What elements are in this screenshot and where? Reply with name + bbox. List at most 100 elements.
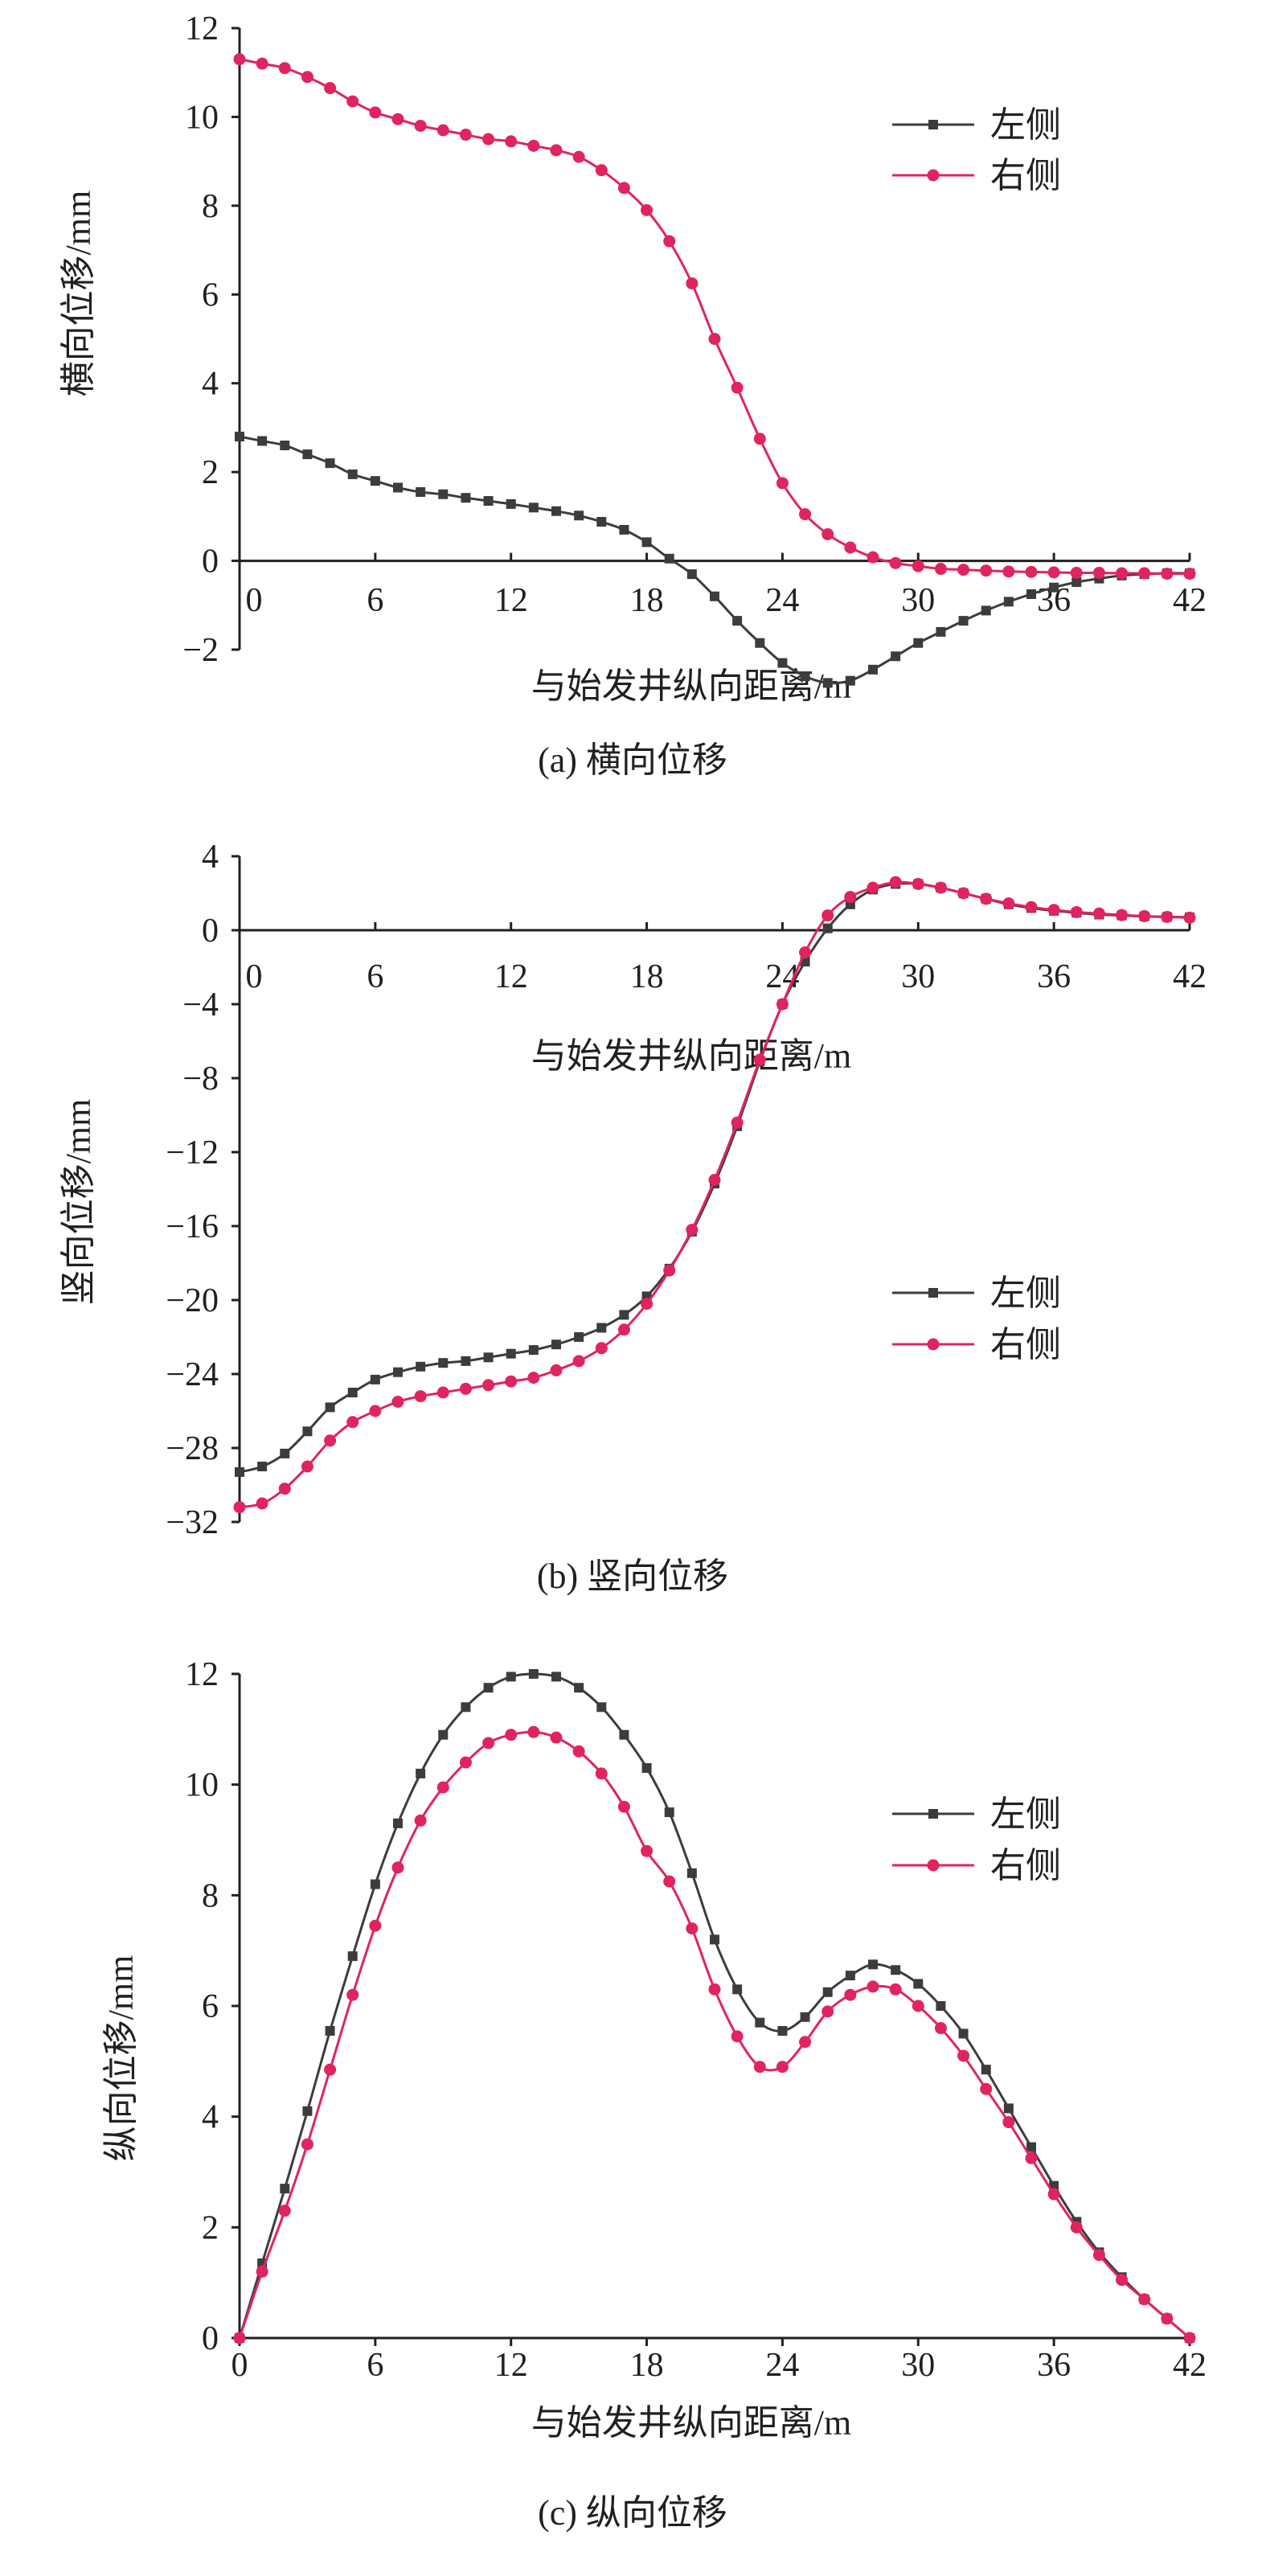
panel-c-series-left-point [755, 2017, 765, 2028]
panel-a-legend-right-label: 右侧 [990, 156, 1061, 195]
panel-a-series-left-point [280, 441, 290, 451]
panel-b-series-right-point [346, 1416, 359, 1429]
panel-a-x-tick-label: 18 [630, 582, 664, 619]
panel-b-series-left-point [257, 1462, 268, 1471]
panel-a-series-right-point [1002, 565, 1015, 578]
panel-a-series-left-point [958, 616, 969, 626]
panel-a-series-left-point [845, 675, 855, 686]
panel-a-legend-left-marker [928, 120, 938, 129]
panel-c-series-right-point [1161, 2312, 1174, 2325]
panel-a-y-tick-label: 0 [202, 544, 219, 580]
panel-a-series-left-point [235, 431, 244, 441]
panel-a-x-tick-label: 12 [494, 582, 528, 619]
panel-b-series-right-point [233, 1501, 246, 1514]
panel-a-y-tick-label: 8 [202, 188, 219, 225]
panel-b-x-tick-label: 18 [630, 958, 664, 995]
panel-a-series-right-point [1161, 568, 1174, 580]
panel-c-series-right-point [301, 2138, 313, 2151]
panel-c-y-tick-label: 0 [202, 2320, 219, 2357]
panel-b-series-left-point [551, 1339, 561, 1350]
panel-a-series-left-point [710, 591, 719, 601]
panel-a-series-left-point [686, 569, 697, 580]
panel-a-series-left-point [461, 493, 471, 503]
panel-c-series-right-point [957, 2049, 970, 2062]
panel-a-series-right-point [527, 139, 540, 152]
panel-a-legend: 左侧 右侧 [892, 105, 1061, 195]
panel-c-y-axis-title: 纵向位移/mm [101, 1955, 141, 2162]
panel-a-series-left-point [347, 469, 358, 479]
panel-c-series-right-point [482, 1737, 495, 1749]
panel-c-series-right-point [414, 1814, 427, 1827]
panel-c-series-left-point [325, 2025, 335, 2036]
panel-c-x-tick-label: 0 [231, 2347, 248, 2384]
panel-b-y-tick-label: −20 [166, 1282, 219, 1319]
panel-b-series-right-point [369, 1405, 382, 1417]
panel-c-legend-left-label: 左侧 [990, 1795, 1061, 1834]
panel-a-series-right-point [686, 277, 699, 289]
panel-b-y-tick-label: −12 [166, 1134, 219, 1171]
panel-a-series-left-point [528, 502, 539, 513]
panel-c-series-right-point [505, 1729, 518, 1741]
panel-b-y-tick-label: 0 [202, 913, 219, 950]
panel-b-legend: 左侧 右侧 [892, 1274, 1061, 1364]
panel-c-series-left-point [641, 1763, 652, 1774]
panel-a-series-right-point [346, 95, 359, 108]
panel-a-series-right-point [1070, 566, 1083, 579]
panel-b-legend-left-marker [928, 1288, 938, 1298]
panel-b-series-right-point [753, 1053, 766, 1066]
panel-c-x-tick-label: 18 [630, 2347, 664, 2384]
panel-c-series-left-point [302, 2106, 313, 2116]
panel-b-series-right-point [641, 1298, 653, 1311]
panel-c-series-left-point [777, 2025, 788, 2036]
panel-b-y-tick-label: −16 [166, 1208, 219, 1245]
panel-a-x-tick-label: 24 [765, 582, 799, 619]
panel-c-series-right-point [867, 1980, 879, 1993]
panel-a-y-tick-label: 10 [185, 99, 219, 136]
panel-c-legend: 左侧 右侧 [892, 1795, 1061, 1885]
panel-b-series-right-point [1183, 911, 1196, 924]
panel-a-series-right-point [912, 560, 924, 572]
panel-a-series-right-point [957, 564, 970, 576]
panel-a-series-right-point [1092, 566, 1105, 579]
panel-c-series-right-point [595, 1767, 608, 1780]
panel-a-x-tick-label: 6 [367, 582, 383, 619]
panel-b-series-right-point [505, 1375, 518, 1388]
panel-b-series-right-point [1047, 904, 1060, 917]
panel-a-y-tick-label: 6 [202, 277, 219, 314]
panel-a-series-left-point [664, 553, 674, 564]
panel-a-series-left-point [800, 671, 810, 682]
panel-b-series-right-point [912, 878, 924, 890]
panel-b-x-tick-label: 30 [901, 958, 935, 995]
panel-c-series-right-point [663, 1875, 676, 1888]
panel-b-legend-left-label: 左侧 [990, 1274, 1061, 1313]
panel-c-series-right-point [641, 1844, 653, 1857]
panel-c-series-right-point [980, 2082, 993, 2095]
panel-c-series-left-point [596, 1702, 607, 1713]
panel-c-series-right-point [731, 2030, 744, 2043]
panel-b-series-left-point [438, 1358, 449, 1368]
panel-c-series-right-point [1025, 2151, 1038, 2164]
panel-b-x-tick-label: 12 [494, 958, 528, 995]
panel-a-series-right-point [1138, 567, 1151, 580]
panel-a-x-tick-label: 0 [246, 582, 263, 619]
panel-c-series-right-point [324, 2063, 337, 2076]
panel-a-series-right-point [799, 508, 812, 521]
panel-c-series-right-point [1138, 2293, 1151, 2306]
panel-b-series-right-point [301, 1460, 313, 1473]
panel-b-y-tick-label: −8 [182, 1060, 219, 1097]
panel-c-series-right-point [617, 1800, 630, 1813]
panel-c-series-left-point [416, 1768, 426, 1778]
panel-b-series-right-point [934, 881, 947, 894]
panel-b-series-right-point [550, 1364, 563, 1376]
panel-a-series-left-point [1026, 589, 1036, 599]
panel-b-y-tick-label: 4 [202, 839, 219, 876]
panel-a-series-left-point [551, 506, 561, 516]
panel-a-series-left-point [596, 516, 607, 527]
panel-a-series-right-point [844, 541, 857, 554]
panel-c-series-right-point [889, 1983, 902, 1996]
panel-c-series-right-point [1183, 2332, 1196, 2344]
panel-b-series-left-point [619, 1310, 629, 1320]
panel-c-series-right-point [686, 1922, 699, 1935]
panel-c-series-left-point [686, 1868, 697, 1878]
panel-a-series-right-point [1116, 567, 1129, 580]
